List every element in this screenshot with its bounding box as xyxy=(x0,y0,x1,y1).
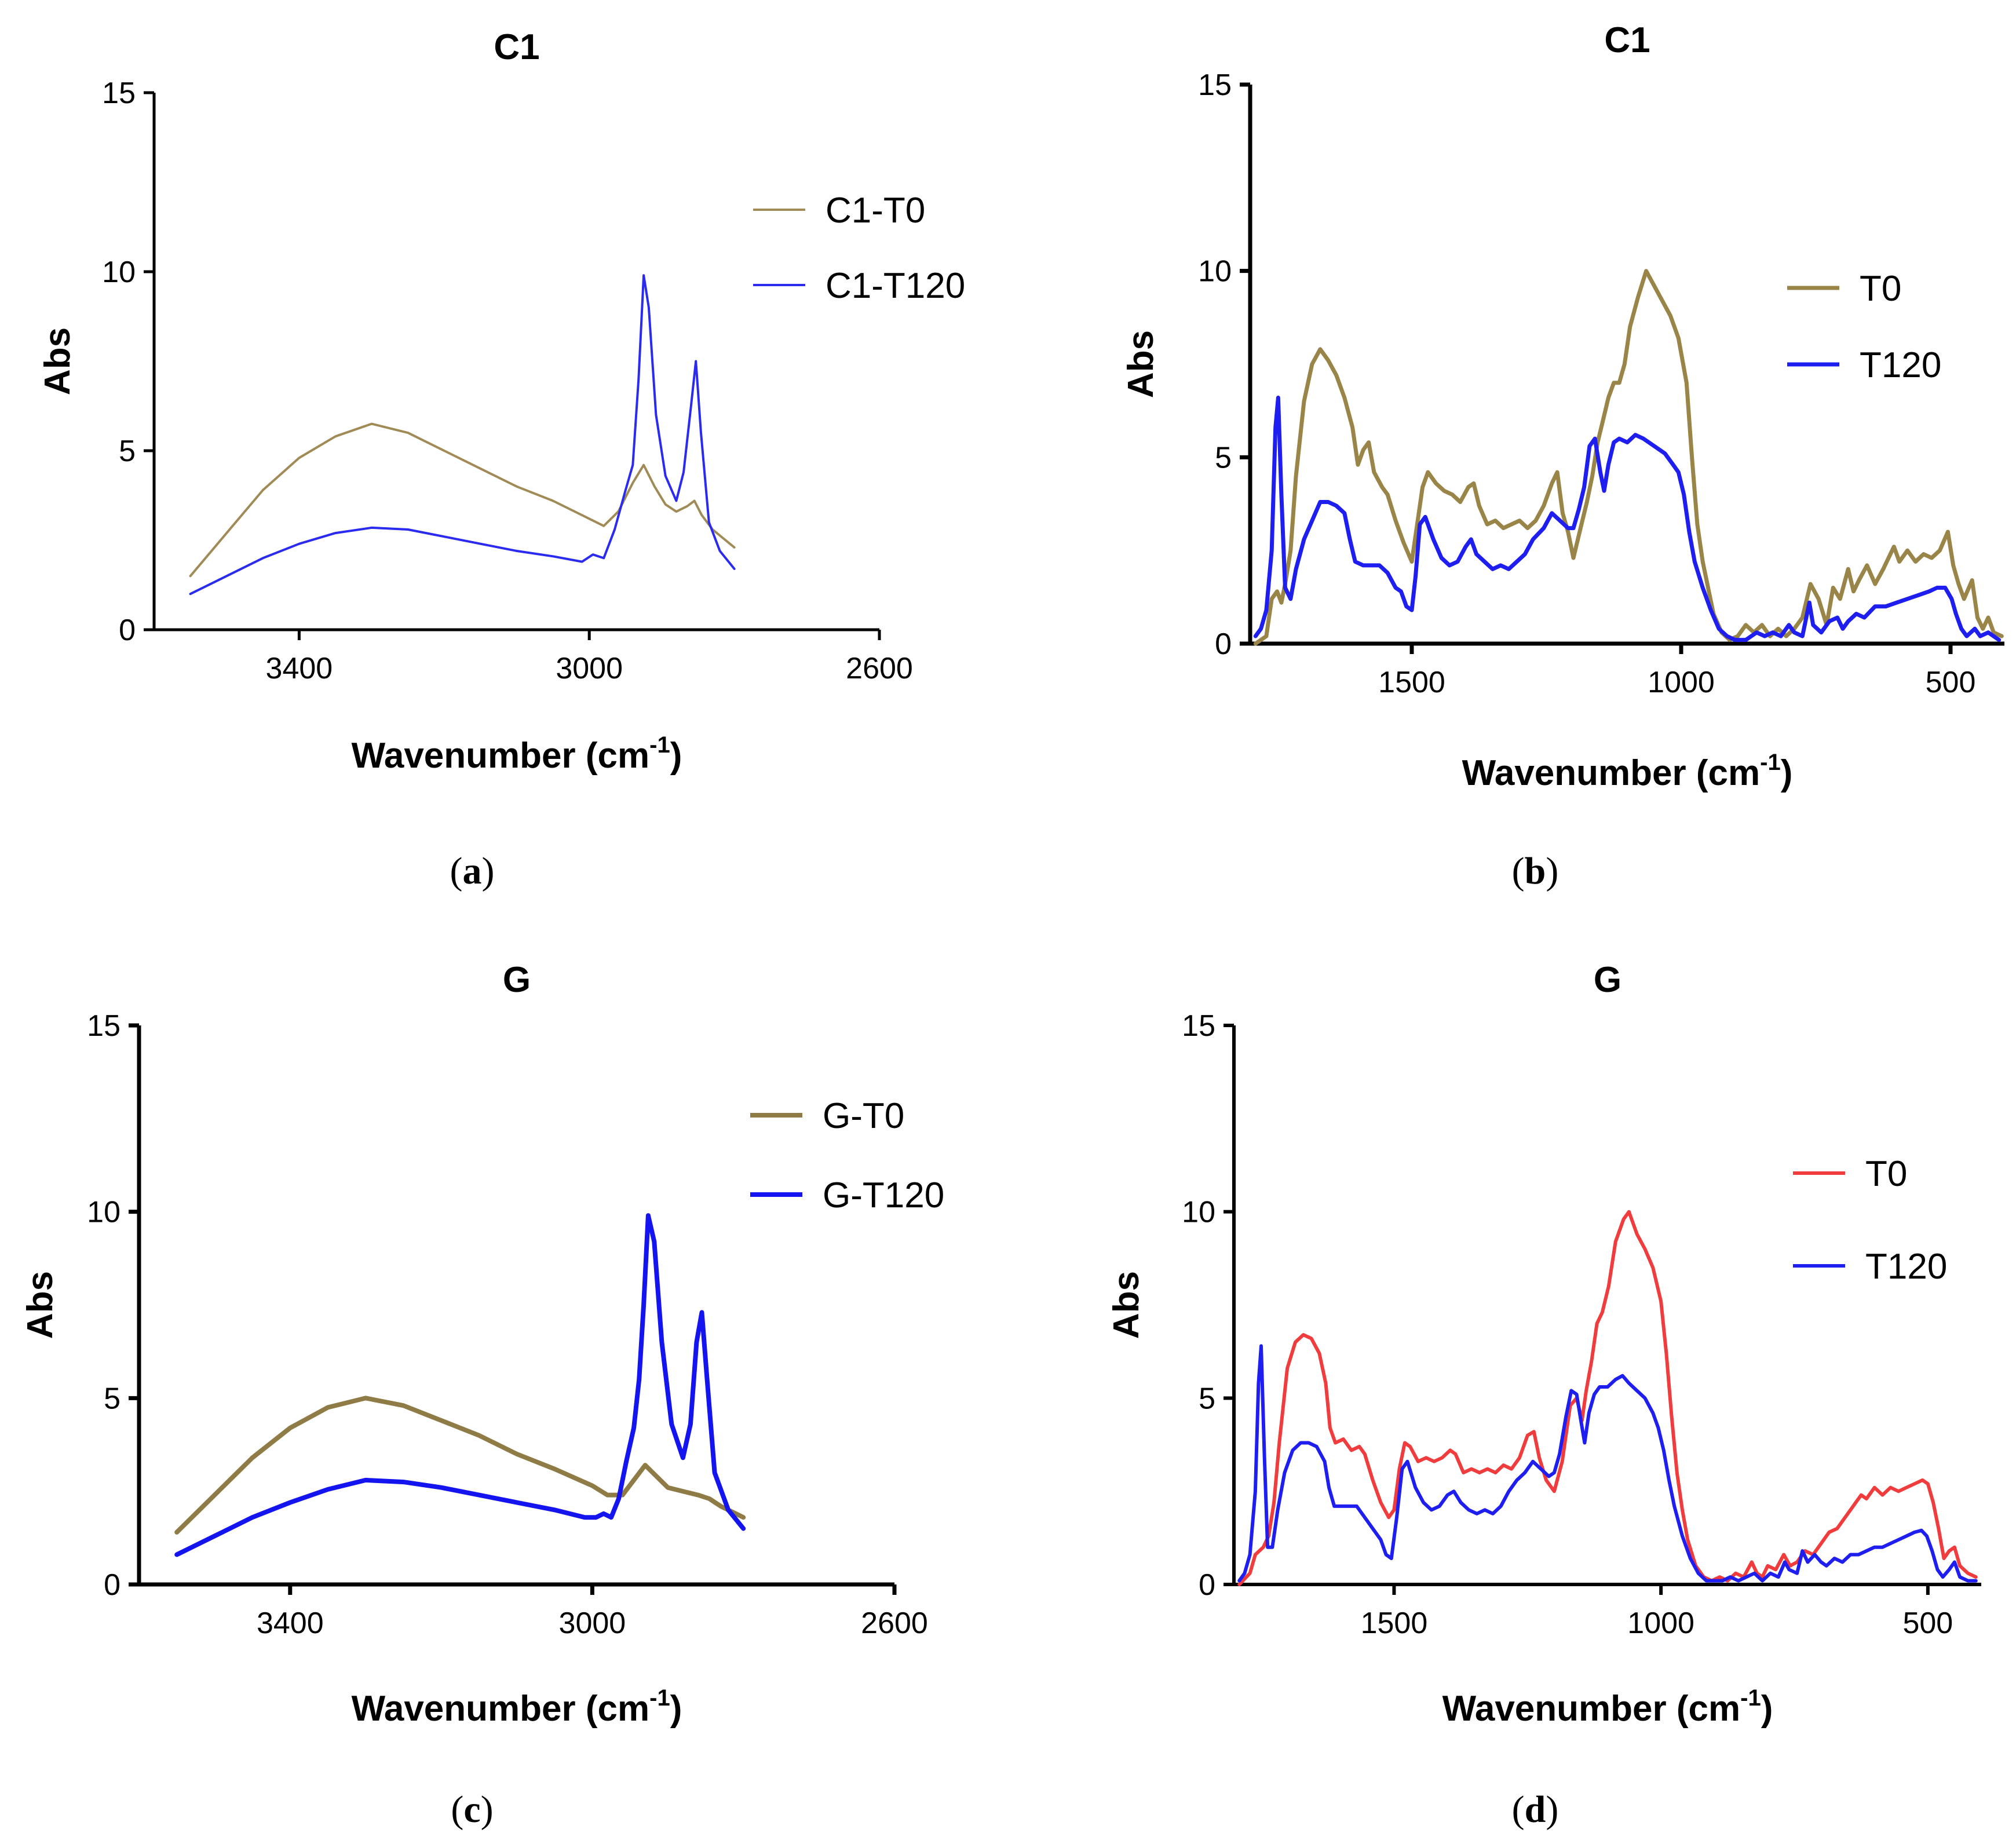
series-line-c1-t0 xyxy=(189,422,736,578)
x-tick-label: 2600 xyxy=(846,652,913,685)
y-tick-label: 10 xyxy=(1182,1196,1215,1229)
y-axis-label: Abs xyxy=(20,1271,60,1339)
legend-label: T120 xyxy=(1860,345,1941,385)
panel-label: (d) xyxy=(1512,1788,1559,1831)
legend-label: T120 xyxy=(1865,1247,1947,1287)
y-tick-label: 15 xyxy=(1198,68,1232,102)
y-axis-label: Abs xyxy=(1106,1271,1146,1339)
x-axis-label-sup: -1 xyxy=(649,732,670,758)
x-axis-label-end: ) xyxy=(670,1689,682,1729)
chart-panel-d: G 0 5 10 15 1500 1000 500 Abs Wavenumber (cm-1) T0… xyxy=(1106,960,1981,1831)
x-tick-label: 500 xyxy=(1926,666,1976,699)
x-tick-label: 3000 xyxy=(559,1606,626,1640)
panel-label: (a) xyxy=(450,850,495,892)
x-axis-label-sup: -1 xyxy=(1760,750,1781,775)
panel-label: (c) xyxy=(451,1788,493,1831)
x-axis-label-end: ) xyxy=(1781,753,1793,793)
y-tick-label: 5 xyxy=(104,1382,120,1415)
panel-label-close: ) xyxy=(482,850,495,892)
y-tick-label: 10 xyxy=(1198,255,1232,289)
y-tick-label: 15 xyxy=(102,76,136,110)
x-axis-label: Wavenumber (cm-1) xyxy=(1462,750,1793,793)
x-axis-label: Wavenumber (cm-1) xyxy=(352,732,682,776)
panel-label-open: ( xyxy=(451,1788,463,1831)
x-axis-label: Wavenumber (cm-1) xyxy=(1442,1685,1773,1729)
x-tick-label: 2600 xyxy=(861,1606,928,1640)
y-tick-label: 5 xyxy=(119,434,136,468)
panel-label-close: ) xyxy=(1546,1788,1558,1831)
y-tick-label: 0 xyxy=(119,614,136,647)
legend-label: T0 xyxy=(1865,1154,1907,1194)
legend-label: T0 xyxy=(1860,269,1901,309)
x-axis-label-text: Wavenumber (cm xyxy=(1462,753,1761,793)
x-tick-label: 1000 xyxy=(1648,666,1715,699)
chart-title: G xyxy=(1594,960,1621,1000)
panel-label-open: ( xyxy=(1512,850,1525,892)
panel-label-letter: c xyxy=(463,1788,480,1831)
y-tick-label: 0 xyxy=(1199,1568,1215,1602)
y-tick-label: 0 xyxy=(1215,627,1232,661)
x-tick-label: 3400 xyxy=(266,652,333,685)
panel-label: (b) xyxy=(1512,850,1559,892)
chart-panel-a: C1 0 5 10 15 3400 3000 2600 Abs Wavenumber (cm-1)… xyxy=(38,27,965,892)
x-tick-label: 500 xyxy=(1902,1606,1953,1640)
x-axis-label-end: ) xyxy=(670,736,682,776)
series-line-g-t120 xyxy=(174,1213,746,1557)
x-tick-label: 3000 xyxy=(556,652,623,685)
series-line-t0 xyxy=(1253,269,2004,646)
panel-label-letter: a xyxy=(463,850,482,892)
x-axis-label-text: Wavenumber (cm xyxy=(1442,1689,1741,1729)
legend-label: G-T120 xyxy=(823,1175,944,1215)
x-axis-label-text: Wavenumber (cm xyxy=(352,736,650,776)
series-line-t120 xyxy=(1253,395,2002,642)
x-axis-label-sup: -1 xyxy=(649,1685,670,1711)
panel-label-letter: b xyxy=(1525,850,1546,892)
chart-panel-c: G 0 5 10 15 3400 3000 2600 Abs Wavenumber (cm-1) G… xyxy=(20,960,944,1831)
x-tick-label: 1000 xyxy=(1627,1606,1694,1640)
x-tick-label: 1500 xyxy=(1361,1606,1428,1640)
y-tick-label: 0 xyxy=(104,1568,120,1602)
x-axis-label-end: ) xyxy=(1761,1689,1773,1729)
chart-panel-b: C1 0 5 10 15 1500 1000 500 Abs Wavenumber (cm-1) T… xyxy=(1121,20,2004,892)
series-line-t120 xyxy=(1237,1344,1978,1583)
x-axis-label-text: Wavenumber (cm xyxy=(352,1689,650,1729)
series-line-g-t0 xyxy=(174,1396,746,1535)
y-tick-label: 10 xyxy=(102,255,136,289)
legend-label: G-T0 xyxy=(823,1096,904,1136)
chart-title: G xyxy=(503,960,531,1000)
x-tick-label: 3400 xyxy=(257,1606,324,1640)
series-line-t0 xyxy=(1237,1210,1978,1586)
chart-title: C1 xyxy=(1604,20,1650,60)
legend-label: C1-T120 xyxy=(826,266,965,306)
panel-label-close: ) xyxy=(481,1788,494,1831)
chart-title: C1 xyxy=(494,27,539,67)
series-line-c1-t120 xyxy=(189,274,736,596)
y-tick-label: 10 xyxy=(87,1196,120,1229)
legend-label: C1-T0 xyxy=(826,191,925,231)
x-tick-label: 1500 xyxy=(1378,666,1445,699)
y-tick-label: 5 xyxy=(1199,1382,1215,1415)
y-tick-label: 5 xyxy=(1215,441,1232,474)
panel-label-open: ( xyxy=(450,850,463,892)
y-tick-label: 15 xyxy=(1182,1009,1215,1043)
panel-label-close: ) xyxy=(1546,850,1558,892)
y-axis-label: Abs xyxy=(1121,330,1161,398)
y-tick-label: 15 xyxy=(87,1009,120,1043)
x-axis-label: Wavenumber (cm-1) xyxy=(352,1685,682,1729)
panel-label-letter: d xyxy=(1525,1788,1546,1831)
x-axis-label-sup: -1 xyxy=(1740,1685,1761,1711)
panel-label-open: ( xyxy=(1512,1788,1525,1831)
y-axis-label: Abs xyxy=(38,327,78,395)
